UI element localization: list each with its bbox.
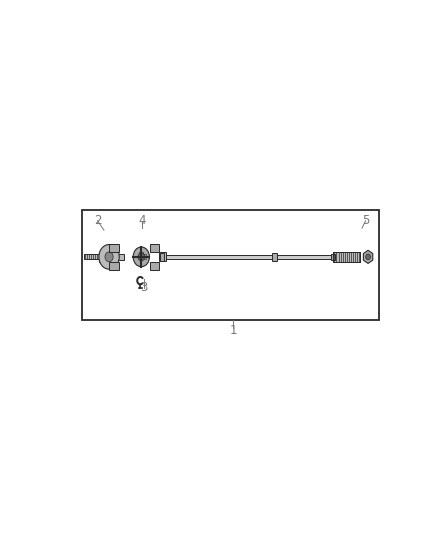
Text: 3: 3: [140, 281, 147, 294]
Bar: [159, 252, 166, 261]
Bar: [109, 244, 119, 252]
Bar: [82, 209, 379, 320]
Bar: [150, 244, 159, 252]
Circle shape: [105, 252, 113, 262]
Text: 1: 1: [229, 324, 237, 337]
Bar: [84, 254, 99, 260]
Bar: [139, 252, 143, 256]
Bar: [141, 254, 145, 260]
Text: 5: 5: [362, 214, 369, 227]
Bar: [109, 262, 119, 270]
Bar: [160, 253, 164, 261]
Bar: [332, 254, 336, 260]
Bar: [160, 255, 340, 259]
Bar: [333, 252, 360, 262]
Bar: [117, 254, 124, 260]
Text: 4: 4: [138, 214, 146, 227]
Bar: [272, 253, 277, 261]
Circle shape: [133, 247, 149, 266]
Polygon shape: [364, 251, 373, 263]
Circle shape: [138, 253, 145, 261]
Bar: [150, 262, 159, 270]
Text: 2: 2: [94, 214, 101, 227]
Circle shape: [99, 245, 119, 269]
Bar: [333, 252, 360, 262]
Circle shape: [366, 254, 371, 260]
Bar: [99, 252, 102, 262]
